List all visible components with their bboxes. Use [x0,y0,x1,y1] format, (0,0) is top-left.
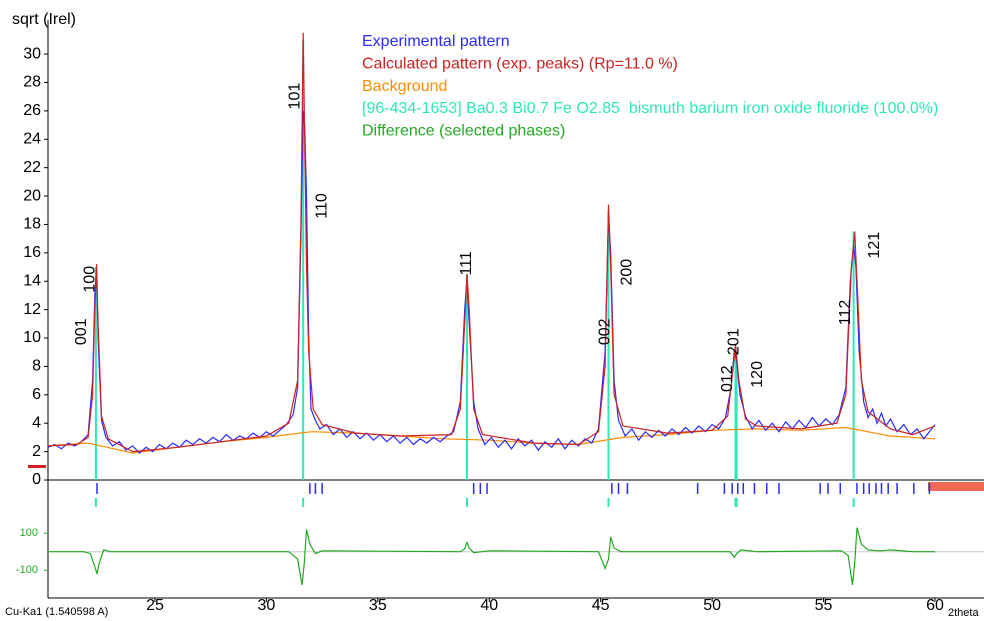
y-tick-label: 18 [23,216,41,233]
y-tick-label: 26 [23,102,41,119]
y-tick-label: 20 [23,187,41,204]
hkl-label: 121 [866,232,883,259]
x-tick-label: 60 [926,597,944,614]
hkl-label: 100 [82,266,99,293]
legend-label: Background [362,78,447,95]
hkl-label: 111 [458,251,475,275]
legend-label: [96-434-1653] Ba0.3 Bi0.7 Fe O2.85 bismu… [362,100,938,117]
x-tick-label: 35 [369,597,387,614]
series-line [47,32,936,453]
y-tick-label: 22 [23,159,41,176]
hkl-label: 120 [749,361,766,388]
hkl-label: 012 [719,365,736,392]
x-axis-label: 2theta [948,607,979,619]
x-tick-label: 30 [258,597,276,614]
legend-label: Calculated pattern (exp. peaks) (Rp=11.0… [362,56,678,73]
series-line [47,426,936,454]
hkl-label: 101 [287,83,304,110]
y-tick-label: 24 [23,130,41,147]
y-tick-label: 2 [32,443,41,460]
radiation-note: Cu-Ka1 (1.540598 A) [5,606,108,618]
y-tick-label: 8 [32,358,41,375]
hkl-label: 201 [726,328,743,355]
hkl-label: 112 [837,300,854,326]
y-tick-label: 14 [23,272,41,289]
y-tick-label: -100 [16,564,38,576]
series-line [47,110,936,454]
x-tick-label: 55 [815,597,833,614]
x-tick-label: 45 [592,597,610,614]
y-axis-label: sqrt (Irel) [12,11,76,28]
hkl-label: 002 [596,318,613,345]
excluded-region [928,482,984,491]
zero-marker [28,465,46,468]
x-tick-label: 25 [146,597,164,614]
y-tick-label: 0 [32,471,41,488]
legend-label: Difference (selected phases) [362,122,565,139]
y-tick-label: 100 [20,527,38,539]
y-tick-label: 12 [23,301,41,318]
y-tick-label: 4 [32,414,41,431]
hkl-label: 110 [313,193,330,219]
y-tick-label: 10 [23,329,41,346]
y-tick-label: 6 [32,386,41,403]
y-tick-label: 16 [23,244,41,261]
x-tick-label: 40 [480,597,498,614]
legend-label: Experimental pattern [362,33,510,50]
y-tick-label: 30 [23,45,41,62]
x-tick-label: 50 [703,597,721,614]
hkl-label: 001 [73,318,90,345]
series-line [48,527,935,586]
y-tick-label: 28 [23,74,41,91]
hkl-label: 200 [619,259,636,286]
